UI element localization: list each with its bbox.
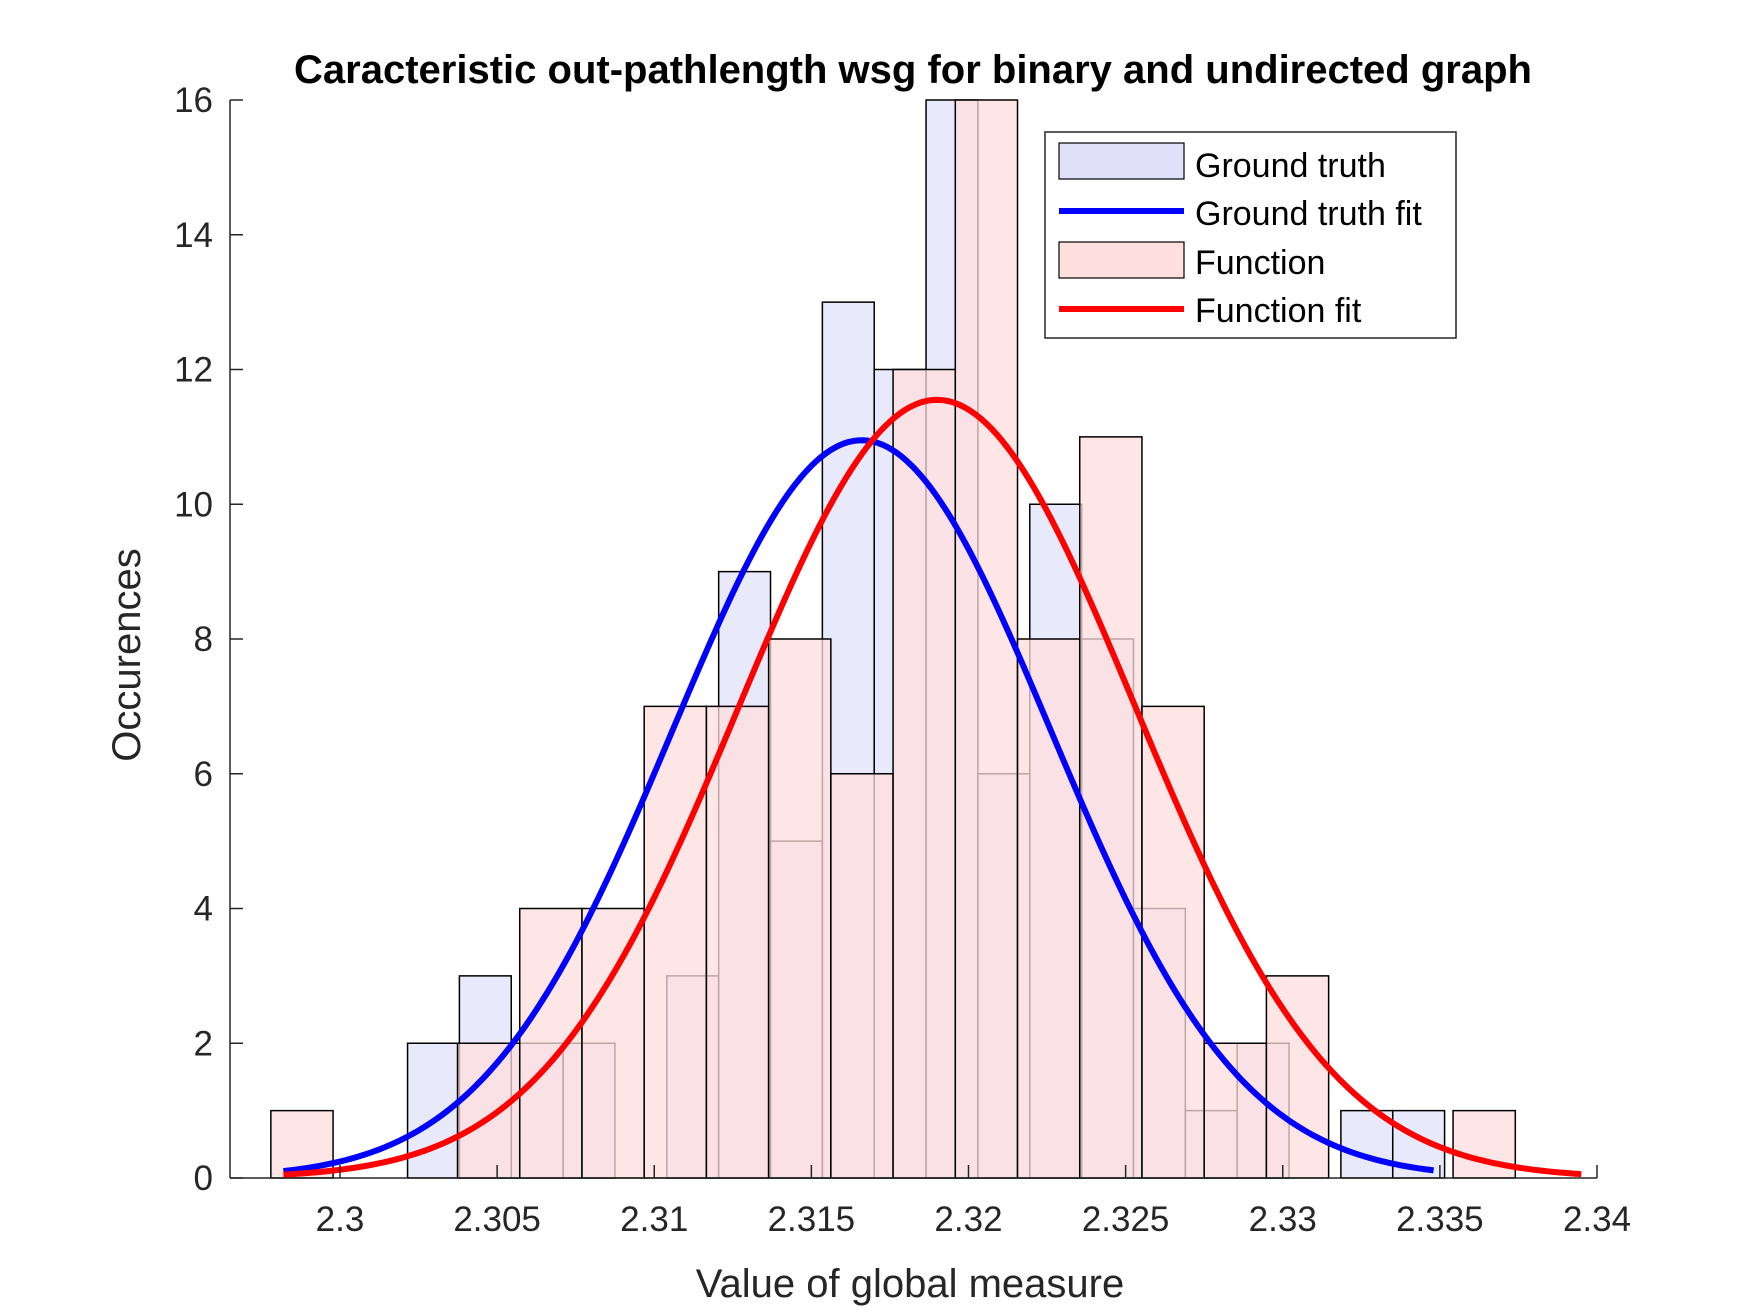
y-tick-label: 14 xyxy=(174,216,213,255)
legend-label-ground-truth: Ground truth xyxy=(1195,147,1386,185)
bar-function xyxy=(705,705,770,1179)
bar-function xyxy=(892,368,957,1179)
x-tick-label: 2.335 xyxy=(1396,1200,1484,1239)
x-axis-label: Value of global measure xyxy=(696,1262,1124,1306)
y-tick-label: 2 xyxy=(194,1024,213,1063)
plot-area: 2.3 2.305 2.31 2.315 2.32 2.325 2.33 2.335 2.34 0… xyxy=(174,81,1631,1239)
y-tick-label: 4 xyxy=(194,890,213,929)
x-tick-label: 2.325 xyxy=(1082,1200,1170,1239)
legend-swatch-function xyxy=(1058,241,1185,279)
x-tick-label: 2.3 xyxy=(316,1200,365,1239)
legend-label-ground-truth-fit: Ground truth fit xyxy=(1195,195,1422,233)
bar-function xyxy=(581,907,645,1179)
bar-function xyxy=(1203,1042,1268,1179)
chart-title: Caracteristic out-pathlength wsg for bin… xyxy=(294,48,1532,92)
y-tick-label: 10 xyxy=(174,485,213,524)
x-tick-label: 2.31 xyxy=(620,1200,688,1239)
x-tick-label: 2.33 xyxy=(1249,1200,1317,1239)
x-tick-label: 2.34 xyxy=(1563,1200,1631,1239)
bar-function xyxy=(767,638,832,1179)
y-tick-label: 16 xyxy=(174,81,213,120)
x-tick-label: 2.315 xyxy=(768,1200,856,1239)
y-axis-label: Occurences xyxy=(105,548,149,761)
fit-line-function-fit xyxy=(283,396,1582,1178)
bar-function xyxy=(1078,436,1143,1179)
x-tick-label: 2.32 xyxy=(934,1200,1002,1239)
y-tick-label: 6 xyxy=(194,755,213,794)
legend: Ground truth Ground truth fit Function F… xyxy=(1044,131,1457,339)
y-tick-label: 0 xyxy=(194,1159,213,1198)
bar-function xyxy=(954,99,1019,1179)
bar-ground-truth xyxy=(1340,1109,1394,1179)
bar-function xyxy=(456,1042,521,1179)
bar-function xyxy=(1265,975,1330,1179)
legend-label-function-fit: Function fit xyxy=(1195,292,1362,330)
histogram-function xyxy=(270,99,1517,1179)
bar-function xyxy=(830,773,894,1179)
bar-function xyxy=(643,705,708,1179)
x-tick-label: 2.305 xyxy=(453,1200,541,1239)
y-tick-label: 12 xyxy=(174,351,213,390)
bar-function xyxy=(1141,705,1205,1179)
legend-label-function: Function xyxy=(1195,244,1325,282)
y-tick-label: 8 xyxy=(194,620,213,659)
fit-line-ground-truth-fit xyxy=(283,437,1434,1175)
legend-swatch-ground-truth xyxy=(1058,142,1185,180)
